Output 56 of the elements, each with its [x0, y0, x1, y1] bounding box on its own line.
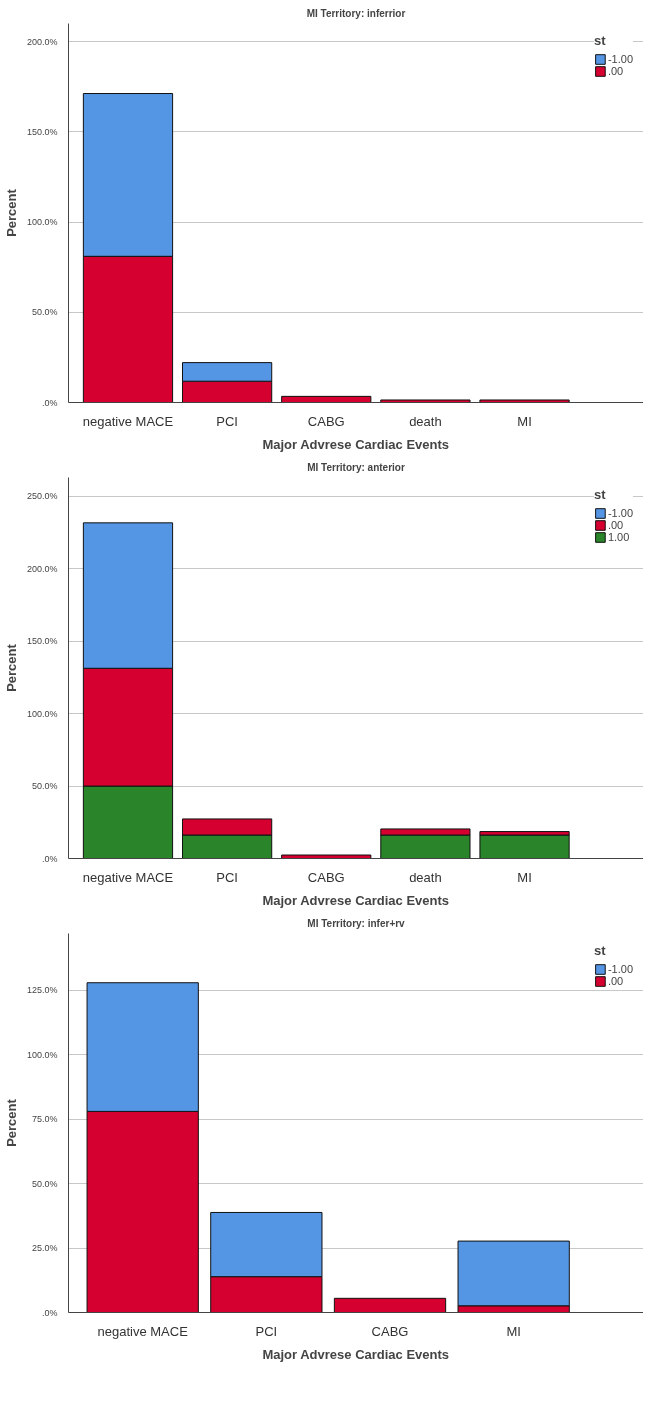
- y-tick-label: 100.0%: [26, 1049, 58, 1060]
- y-tick-label: 50.0%: [31, 1178, 58, 1189]
- legend-label: -1.00: [607, 53, 633, 65]
- y-tick-label: 25.0%: [31, 1243, 58, 1254]
- x-axis-title: Major Advrese Cardiac Events: [262, 436, 450, 452]
- legend-label: .00: [607, 65, 625, 77]
- y-tick-label: .0%: [41, 397, 58, 408]
- x-tick-label: MI: [517, 413, 532, 429]
- legend-label: 1.00: [607, 531, 630, 543]
- y-tick-label: .0%: [41, 853, 58, 864]
- y-tick-label: 100.0%: [26, 217, 58, 228]
- y-tick-label: 150.0%: [26, 636, 58, 647]
- legend-title: st: [593, 943, 607, 958]
- chart-title: MI Territory: anterior: [307, 461, 405, 473]
- bar: [479, 399, 570, 403]
- legend-title: st: [593, 487, 607, 502]
- y-tick-label: 125.0%: [26, 985, 58, 996]
- x-tick-label: PCI: [216, 869, 238, 885]
- y-tick-label: 150.0%: [26, 126, 58, 137]
- x-tick-label: negative MACE: [82, 869, 174, 885]
- legend-label: .00: [607, 519, 625, 531]
- x-tick-label: CABG: [307, 413, 345, 429]
- x-tick-label: MI: [517, 869, 532, 885]
- chart-title: MI Territory: inferrior: [306, 7, 406, 19]
- y-tick-label: 50.0%: [31, 781, 58, 792]
- y-axis-title: Percent: [3, 188, 19, 237]
- x-tick-label: CABG: [371, 1323, 409, 1339]
- y-tick-label: 50.0%: [31, 307, 58, 318]
- bar: [281, 395, 372, 403]
- y-tick-label: 250.0%: [26, 491, 58, 502]
- y-tick-label: 200.0%: [26, 36, 58, 47]
- bar: [380, 399, 471, 403]
- bar: [479, 834, 570, 859]
- legend-label: .00: [607, 975, 625, 987]
- x-axis-title: Major Advrese Cardiac Events: [262, 892, 450, 908]
- y-axis-title: Percent: [3, 1098, 19, 1147]
- x-tick-label: death: [409, 869, 442, 885]
- x-tick-label: PCI: [255, 1323, 278, 1339]
- x-tick-label: MI: [506, 1323, 521, 1339]
- x-tick-label: negative MACE: [82, 413, 174, 429]
- y-tick-label: .0%: [41, 1307, 58, 1318]
- x-tick-label: CABG: [307, 869, 345, 885]
- y-tick-label: 100.0%: [26, 708, 58, 719]
- x-tick-label: PCI: [216, 413, 238, 429]
- bar: [281, 854, 372, 859]
- x-tick-label: negative MACE: [97, 1323, 189, 1339]
- x-tick-label: death: [409, 413, 442, 429]
- legend-title: st: [593, 33, 607, 48]
- y-tick-label: 200.0%: [26, 563, 58, 574]
- legend-label: -1.00: [607, 963, 633, 975]
- y-tick-label: 75.0%: [31, 1114, 58, 1125]
- bar: [333, 1297, 447, 1313]
- y-axis-title: Percent: [3, 643, 19, 692]
- x-axis-title: Major Advrese Cardiac Events: [262, 1346, 450, 1362]
- chart-title: MI Territory: infer+rv: [307, 917, 406, 929]
- legend-label: -1.00: [607, 507, 633, 519]
